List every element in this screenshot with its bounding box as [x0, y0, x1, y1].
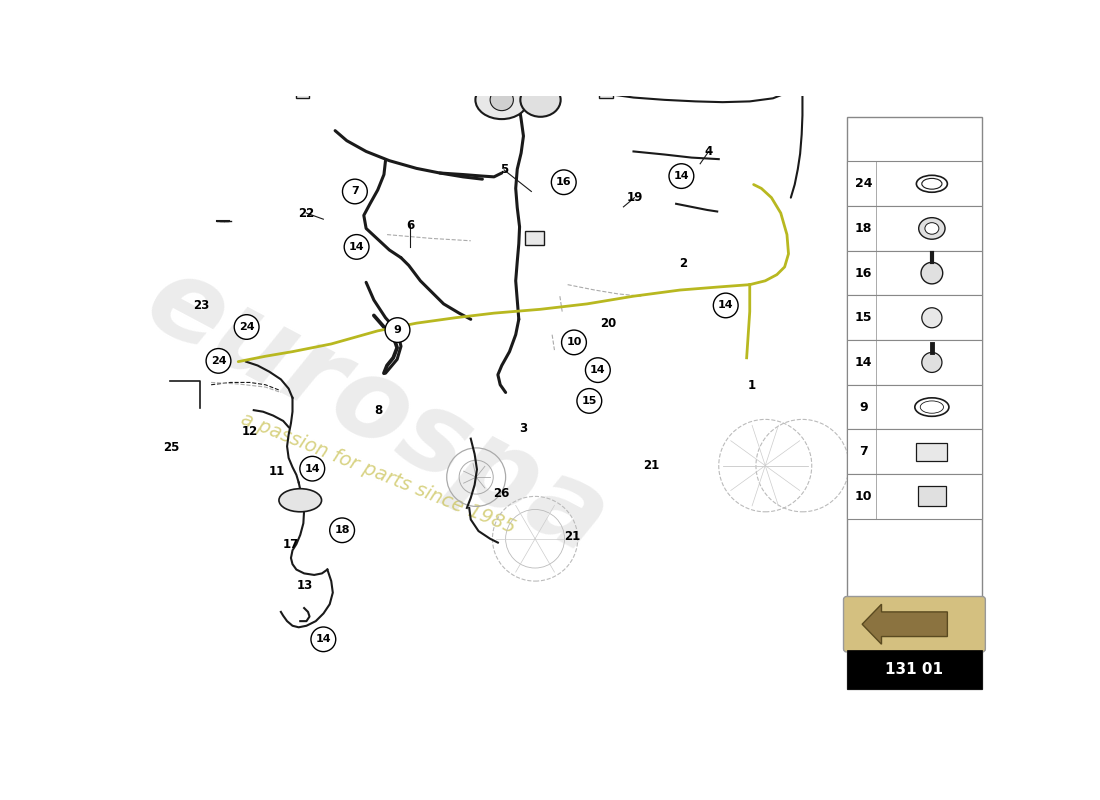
Ellipse shape — [925, 222, 939, 234]
Text: 4: 4 — [705, 145, 713, 158]
Text: 14: 14 — [316, 634, 331, 644]
Ellipse shape — [922, 178, 942, 189]
Ellipse shape — [491, 89, 514, 110]
Circle shape — [311, 627, 336, 652]
Text: eurospa: eurospa — [129, 246, 626, 578]
Circle shape — [206, 349, 231, 373]
Text: 131 01: 131 01 — [886, 662, 944, 677]
Text: 25: 25 — [164, 441, 179, 454]
Ellipse shape — [475, 81, 528, 119]
Circle shape — [576, 389, 602, 414]
Bar — [598, 86, 613, 98]
Circle shape — [669, 164, 694, 189]
Text: 14: 14 — [590, 365, 606, 375]
Text: 14: 14 — [855, 356, 872, 369]
Circle shape — [234, 314, 258, 339]
Circle shape — [713, 293, 738, 318]
Bar — [847, 295, 982, 340]
Text: 11: 11 — [268, 466, 285, 478]
Bar — [847, 162, 982, 206]
Text: 1: 1 — [747, 379, 756, 392]
Circle shape — [585, 358, 611, 382]
Text: 17: 17 — [283, 538, 299, 551]
Circle shape — [344, 234, 369, 259]
Text: 15: 15 — [855, 311, 872, 324]
Text: 20: 20 — [600, 318, 616, 330]
Text: 7: 7 — [859, 446, 868, 458]
Text: 24: 24 — [239, 322, 254, 332]
Text: 16: 16 — [556, 178, 572, 187]
Circle shape — [551, 170, 576, 194]
Text: 14: 14 — [673, 171, 690, 181]
Bar — [525, 230, 544, 245]
Bar — [847, 474, 982, 518]
Bar — [917, 486, 946, 506]
Text: 18: 18 — [855, 222, 872, 235]
FancyBboxPatch shape — [844, 597, 986, 652]
Text: 8: 8 — [374, 404, 382, 417]
Text: 24: 24 — [855, 178, 872, 190]
Text: 22: 22 — [298, 206, 315, 219]
Bar — [847, 385, 982, 430]
Text: 10: 10 — [855, 490, 872, 503]
Bar — [847, 430, 982, 474]
Text: 21: 21 — [644, 459, 660, 472]
Bar — [847, 340, 982, 385]
Text: 6: 6 — [406, 219, 415, 232]
Text: 13: 13 — [297, 579, 312, 592]
Text: a passion for parts since 1985: a passion for parts since 1985 — [238, 410, 518, 538]
Circle shape — [300, 456, 324, 481]
Text: 16: 16 — [855, 266, 872, 280]
Text: 19: 19 — [626, 191, 642, 204]
Text: 18: 18 — [334, 526, 350, 535]
Text: 14: 14 — [718, 301, 734, 310]
Circle shape — [922, 308, 942, 328]
Text: 9: 9 — [859, 401, 868, 414]
Circle shape — [385, 318, 410, 342]
Text: 10: 10 — [566, 338, 582, 347]
Ellipse shape — [918, 218, 945, 239]
Ellipse shape — [520, 83, 561, 117]
Circle shape — [922, 353, 942, 373]
Ellipse shape — [279, 489, 321, 512]
Text: 3: 3 — [519, 422, 527, 435]
Circle shape — [342, 179, 367, 204]
Text: 24: 24 — [211, 356, 227, 366]
Text: 21: 21 — [564, 530, 581, 543]
Circle shape — [562, 330, 586, 354]
Text: 14: 14 — [349, 242, 364, 252]
Text: 5: 5 — [499, 163, 508, 177]
Text: 14: 14 — [305, 464, 320, 474]
Bar — [847, 117, 982, 689]
Bar — [847, 650, 982, 689]
Text: 12: 12 — [242, 426, 258, 438]
Text: 9: 9 — [394, 325, 402, 335]
Text: 26: 26 — [493, 487, 509, 500]
Text: 2: 2 — [679, 257, 688, 270]
Bar — [847, 206, 982, 250]
Text: 15: 15 — [582, 396, 597, 406]
Ellipse shape — [921, 401, 944, 414]
Circle shape — [330, 518, 354, 542]
Circle shape — [921, 262, 943, 284]
Text: 7: 7 — [351, 186, 359, 197]
Bar — [847, 250, 982, 295]
Bar — [916, 442, 947, 461]
Polygon shape — [862, 604, 947, 644]
Text: 23: 23 — [194, 299, 210, 312]
Bar — [296, 88, 309, 98]
